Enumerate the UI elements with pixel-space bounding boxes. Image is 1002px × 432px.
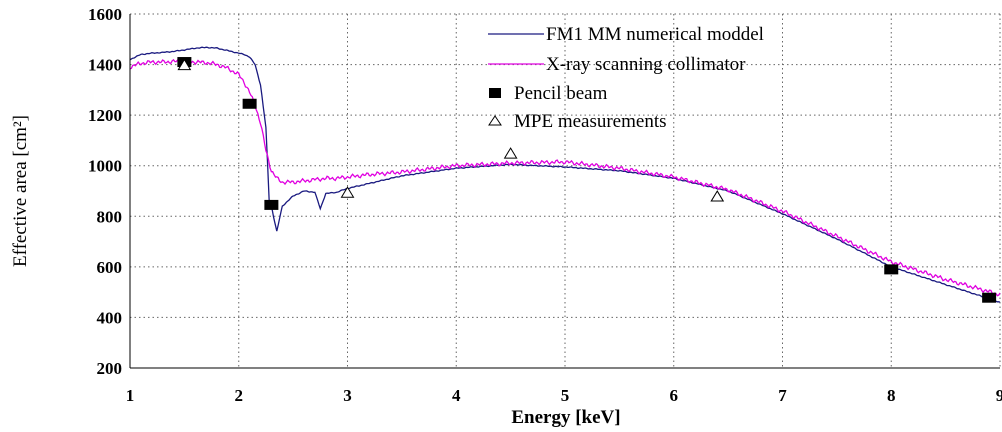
pencil-beam-marker	[982, 292, 997, 303]
x-tick-label: 4	[452, 386, 461, 405]
x-tick-label: 1	[126, 386, 135, 405]
legend-swatch-square	[489, 88, 501, 98]
pencil-beam-marker	[264, 199, 279, 210]
pencil-beam-marker	[242, 98, 257, 109]
axes	[129, 14, 1000, 369]
y-tick-label: 1000	[88, 157, 122, 176]
series-line-scanning-collimator	[129, 58, 1001, 297]
mpe-measurement-marker	[340, 186, 355, 198]
y-axis-title: Effective area [cm²]	[10, 115, 31, 267]
x-tick-label: 8	[887, 386, 896, 405]
y-tick-label: 600	[97, 258, 123, 277]
x-tick-label: 5	[561, 386, 570, 405]
mpe-measurement-marker	[177, 58, 192, 71]
legend-swatch-triangle	[488, 115, 502, 126]
y-tick-label: 200	[97, 359, 123, 378]
legend-label: X-ray scanning collimator	[546, 54, 746, 75]
x-tick-label: 9	[996, 386, 1002, 405]
x-tick-label: 6	[670, 386, 679, 405]
legend: FM1 MM numerical moddel X-ray scanning co…	[488, 24, 764, 132]
legend-label: FM1 MM numerical moddel	[546, 24, 764, 45]
mpe-measurement-marker	[710, 190, 725, 202]
x-tick-label: 3	[343, 386, 352, 405]
y-tick-label: 1600	[88, 5, 122, 24]
y-tick-label: 400	[97, 308, 123, 327]
tick-labels: 1 2 3 4 5 6 7 8 9 200 400 600 800 1000 1200 1400 1600	[88, 5, 1002, 405]
data-series	[129, 46, 1001, 303]
x-tick-label: 2	[235, 386, 244, 405]
x-axis-title: Energy [keV]	[511, 407, 620, 428]
y-tick-label: 1400	[88, 56, 122, 75]
mpe-measurement-marker	[503, 147, 518, 159]
y-tick-label: 1200	[88, 106, 122, 125]
series-line-fm1-model	[129, 46, 1001, 303]
pencil-beam-marker	[884, 264, 899, 275]
y-tick-label: 800	[97, 207, 123, 226]
legend-label: Pencil beam	[514, 83, 608, 104]
grid-lines	[130, 13, 1001, 368]
legend-label: MPE measurements	[514, 111, 667, 132]
x-tick-label: 7	[778, 386, 787, 405]
